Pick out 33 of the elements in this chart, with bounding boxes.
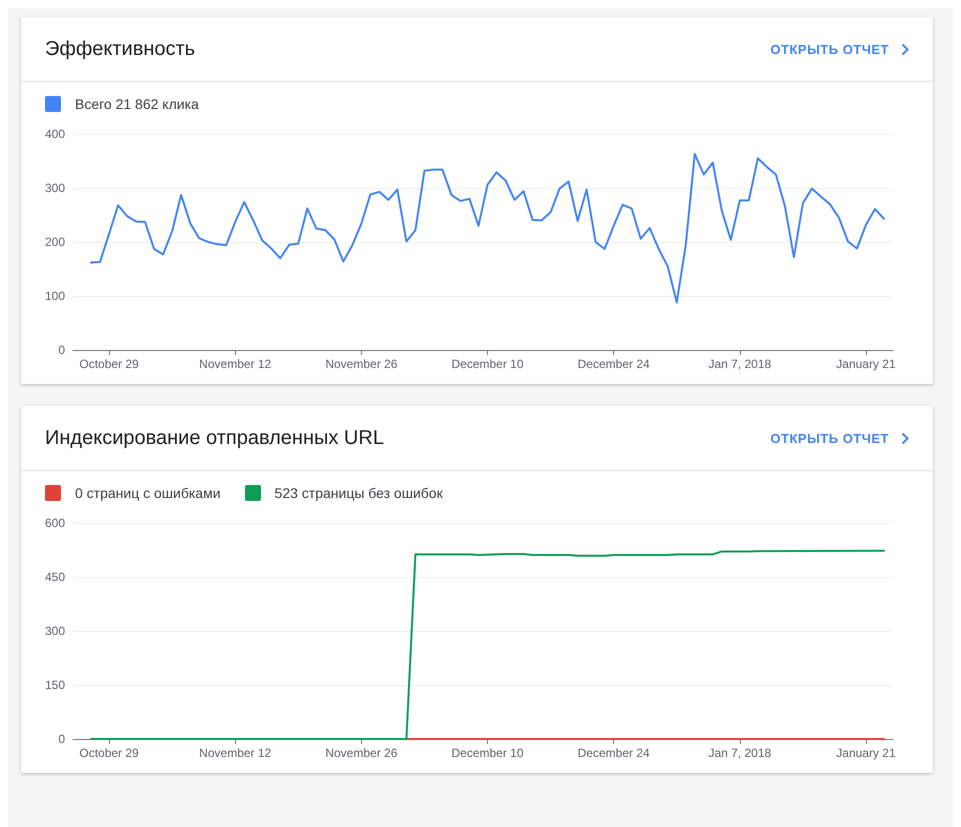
y-tick-label: 300	[44, 181, 66, 195]
text: ОТКРЫТЬ ОТЧЕТ	[770, 42, 889, 56]
line-series	[90, 550, 885, 740]
x-tick-label: December 10	[451, 746, 524, 760]
x-tick-label: October 29	[79, 357, 140, 371]
y-tick-label: 600	[44, 516, 66, 530]
y-tick-label: 450	[44, 570, 66, 584]
y-tick-label: 200	[44, 235, 66, 249]
y-tick-label: 0	[58, 343, 66, 357]
chart-title: Эффективность	[45, 38, 196, 60]
x-tick-label: November 12	[199, 357, 272, 371]
x-tick-label: November 26	[325, 357, 398, 371]
text: ОТКРЫТЬ ОТЧЕТ	[770, 430, 889, 446]
y-tick-label: 400	[44, 127, 66, 141]
y-tick-label: 150	[44, 678, 66, 692]
line-series	[90, 152, 885, 304]
chart-title: Индексирование отправленных URL	[45, 426, 384, 450]
x-tick-label: November 26	[325, 746, 398, 760]
x-tick-label: Jan 7, 2018	[708, 746, 772, 760]
x-tick-label: December 24	[578, 746, 650, 760]
x-tick-label: Jan 7, 2018	[708, 357, 772, 371]
y-tick-label: 0	[58, 732, 66, 746]
x-tick-label: January 21	[836, 357, 896, 371]
x-tick-label: October 29	[79, 746, 140, 760]
legend-label: 0 страниц с ошибками	[75, 485, 221, 501]
x-tick-label: December 24	[578, 357, 650, 371]
x-tick-label: November 12	[199, 746, 272, 760]
y-tick-label: 300	[44, 624, 66, 638]
x-tick-label: January 21	[836, 746, 896, 760]
legend-label: Всего 21 862 клика	[75, 96, 199, 112]
y-tick-label: 100	[44, 289, 66, 303]
x-tick-label: December 10	[451, 357, 524, 371]
legend-label: 523 страницы без ошибок	[274, 485, 443, 501]
